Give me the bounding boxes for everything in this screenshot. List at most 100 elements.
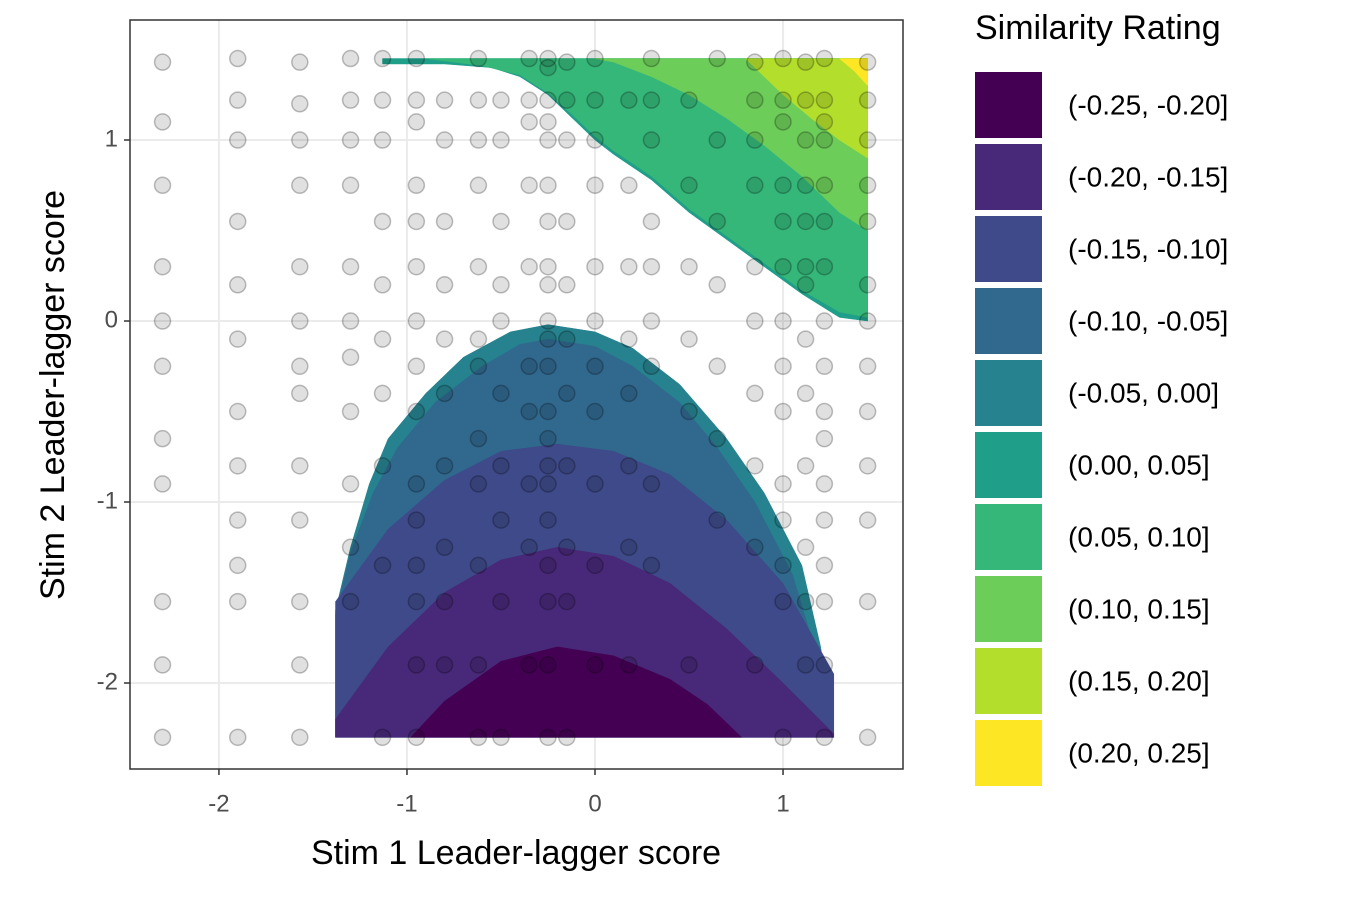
scatter-point bbox=[228, 91, 247, 109]
scatter-point bbox=[642, 131, 661, 149]
scatter-point bbox=[858, 728, 877, 747]
scatter-point bbox=[492, 212, 510, 231]
scatter-point bbox=[407, 511, 426, 529]
scatter-point bbox=[815, 556, 834, 575]
scatter-point bbox=[435, 457, 454, 475]
scatter-point bbox=[586, 257, 604, 276]
scatter-point bbox=[469, 429, 488, 448]
scatter-point bbox=[796, 176, 815, 195]
scatter-point bbox=[373, 49, 392, 68]
scatter-point bbox=[708, 212, 726, 231]
scatter-point bbox=[774, 357, 792, 376]
scatter-point bbox=[746, 53, 764, 71]
scatter-point bbox=[539, 212, 557, 231]
scatter-point bbox=[620, 656, 638, 674]
scatter-point bbox=[341, 131, 360, 149]
scatter-point bbox=[520, 257, 538, 276]
scatter-point bbox=[373, 330, 392, 348]
scatter-point bbox=[708, 131, 726, 149]
scatter-point bbox=[291, 656, 309, 674]
scatter-point bbox=[539, 58, 557, 77]
scatter-point bbox=[774, 91, 792, 109]
scatter-point bbox=[539, 176, 557, 195]
scatter-point bbox=[796, 276, 815, 294]
scatter-point bbox=[373, 131, 392, 149]
scatter-point bbox=[435, 131, 454, 149]
scatter-point bbox=[796, 257, 815, 276]
scatter-point bbox=[435, 212, 454, 231]
scatter-point bbox=[774, 113, 792, 131]
scatter-point bbox=[858, 53, 877, 71]
scatter-point bbox=[796, 53, 815, 71]
scatter-point bbox=[373, 556, 392, 575]
scatter-point bbox=[492, 384, 510, 403]
scatter-point bbox=[815, 212, 834, 231]
scatter-point bbox=[746, 384, 764, 403]
scatter-point bbox=[539, 257, 557, 276]
scatter-point bbox=[539, 556, 557, 575]
scatter-point bbox=[228, 131, 247, 149]
scatter-point bbox=[774, 592, 792, 611]
scatter-point bbox=[492, 91, 510, 109]
scatter-point bbox=[469, 556, 488, 575]
legend-label: (-0.15, -0.10] bbox=[1068, 233, 1228, 264]
scatter-point bbox=[435, 538, 454, 557]
scatter-point bbox=[774, 212, 792, 231]
scatter-point bbox=[858, 457, 877, 475]
scatter-point bbox=[469, 475, 488, 493]
scatter-point bbox=[520, 176, 538, 195]
scatter-point bbox=[341, 592, 360, 611]
scatter-point bbox=[774, 176, 792, 195]
scatter-point bbox=[746, 656, 764, 674]
scatter-point bbox=[153, 429, 172, 448]
scatter-point bbox=[291, 257, 309, 276]
scatter-point bbox=[469, 91, 488, 109]
scatter-point bbox=[796, 384, 815, 403]
legend-label: (0.10, 0.15] bbox=[1068, 593, 1210, 624]
scatter-point bbox=[469, 357, 488, 376]
scatter-point bbox=[586, 91, 604, 109]
scatter-point bbox=[539, 91, 557, 109]
legend-label: (0.00, 0.05] bbox=[1068, 449, 1210, 480]
scatter-point bbox=[642, 556, 661, 575]
scatter-point bbox=[539, 429, 557, 448]
scatter-point bbox=[469, 728, 488, 747]
scatter-point bbox=[558, 212, 576, 231]
scatter-point bbox=[407, 475, 426, 493]
scatter-point bbox=[858, 511, 877, 529]
legend-label: (0.05, 0.10] bbox=[1068, 521, 1210, 552]
scatter-point bbox=[291, 457, 309, 475]
scatter-point bbox=[520, 49, 538, 68]
scatter-point bbox=[796, 592, 815, 611]
scatter-point bbox=[341, 538, 360, 557]
scatter-point bbox=[539, 511, 557, 529]
scatter-point bbox=[228, 511, 247, 529]
scatter-point bbox=[435, 384, 454, 403]
y-tick-label: -1 bbox=[97, 487, 118, 514]
scatter-point bbox=[858, 131, 877, 149]
y-tick-label: 1 bbox=[105, 125, 118, 152]
x-axis-title: Stim 1 Leader-lagger score bbox=[311, 834, 721, 872]
scatter-point bbox=[858, 176, 877, 195]
scatter-point bbox=[153, 257, 172, 276]
scatter-point bbox=[492, 728, 510, 747]
scatter-point bbox=[796, 131, 815, 149]
scatter-point bbox=[815, 429, 834, 448]
scatter-point bbox=[407, 656, 426, 674]
scatter-point bbox=[520, 402, 538, 421]
scatter-point bbox=[708, 429, 726, 448]
legend-key bbox=[975, 432, 1042, 498]
scatter-point bbox=[407, 49, 426, 68]
legend-key bbox=[975, 72, 1042, 138]
scatter-point bbox=[858, 276, 877, 294]
scatter-point bbox=[586, 312, 604, 330]
scatter-point bbox=[558, 592, 576, 611]
scatter-point bbox=[815, 656, 834, 674]
scatter-point bbox=[642, 357, 661, 376]
scatter-point bbox=[341, 176, 360, 195]
scatter-point bbox=[774, 475, 792, 493]
scatter-point bbox=[746, 538, 764, 557]
scatter-point bbox=[291, 511, 309, 529]
scatter-point bbox=[435, 656, 454, 674]
scatter-point bbox=[373, 728, 392, 747]
